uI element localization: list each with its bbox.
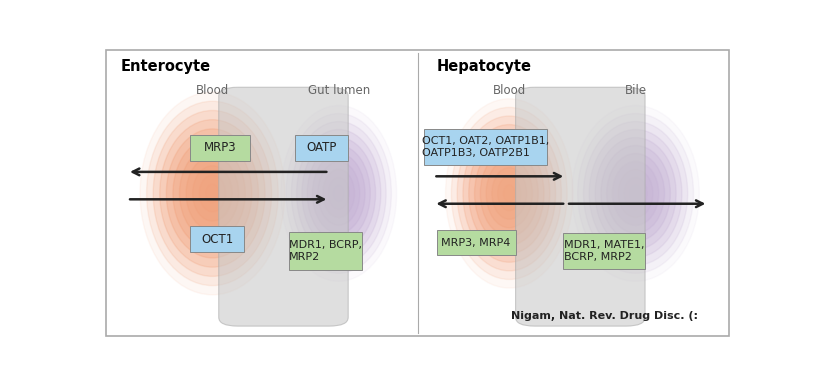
FancyBboxPatch shape [191,226,244,252]
Text: Hepatocyte: Hepatocyte [437,59,531,74]
Ellipse shape [153,110,271,277]
Ellipse shape [595,137,676,249]
Text: OCT1, OAT2, OATP1B1,
OATP1B3, OATP2B1: OCT1, OAT2, OATP1B1, OATP1B3, OATP2B1 [422,136,549,158]
Ellipse shape [469,133,550,254]
Ellipse shape [140,92,284,295]
Text: OCT1: OCT1 [201,233,233,246]
Ellipse shape [160,119,265,267]
Ellipse shape [312,154,365,233]
Ellipse shape [286,113,391,273]
Ellipse shape [492,168,526,219]
Ellipse shape [452,107,567,280]
Text: MDR1, MATE1,
BCRP, MRP2: MDR1, MATE1, BCRP, MRP2 [564,240,645,262]
FancyBboxPatch shape [294,135,348,161]
FancyBboxPatch shape [424,129,547,165]
Ellipse shape [281,106,397,281]
Text: Blood: Blood [196,84,229,97]
Ellipse shape [318,162,359,225]
FancyBboxPatch shape [437,230,516,255]
Text: MRP3: MRP3 [204,141,236,154]
Text: MRP3, MRP4: MRP3, MRP4 [442,238,511,248]
Ellipse shape [199,175,226,212]
Ellipse shape [292,121,386,265]
Text: MDR1, BCRP,
MRP2: MDR1, BCRP, MRP2 [289,240,363,262]
Ellipse shape [179,147,245,239]
Ellipse shape [323,169,355,218]
Ellipse shape [457,116,562,271]
FancyBboxPatch shape [218,87,348,326]
Text: Bile: Bile [624,84,646,97]
Ellipse shape [606,154,664,233]
Text: Blood: Blood [492,84,526,97]
Ellipse shape [612,162,659,225]
Ellipse shape [302,137,376,249]
FancyBboxPatch shape [191,135,250,161]
Ellipse shape [186,157,239,230]
Ellipse shape [166,129,258,258]
FancyBboxPatch shape [563,233,645,268]
FancyBboxPatch shape [516,87,645,326]
Ellipse shape [601,146,670,241]
Ellipse shape [173,138,252,249]
Ellipse shape [307,146,370,241]
Ellipse shape [463,124,556,262]
Ellipse shape [446,99,573,288]
Text: Nigam, Nat. Rev. Drug Disc. (:: Nigam, Nat. Rev. Drug Disc. (: [510,311,698,321]
Ellipse shape [578,113,694,273]
Ellipse shape [474,142,544,245]
Ellipse shape [328,177,350,210]
Ellipse shape [192,166,232,221]
Ellipse shape [619,169,653,218]
Ellipse shape [589,129,682,257]
Ellipse shape [480,151,538,236]
Text: Gut lumen: Gut lumen [307,84,370,97]
Ellipse shape [297,129,381,257]
Ellipse shape [572,106,699,281]
Ellipse shape [498,176,521,211]
Ellipse shape [486,159,532,228]
Text: Enterocyte: Enterocyte [121,59,211,74]
FancyBboxPatch shape [106,50,729,336]
Ellipse shape [147,101,278,286]
FancyBboxPatch shape [289,232,362,270]
Ellipse shape [584,121,688,265]
Text: OATP: OATP [306,141,337,154]
Ellipse shape [624,177,647,210]
